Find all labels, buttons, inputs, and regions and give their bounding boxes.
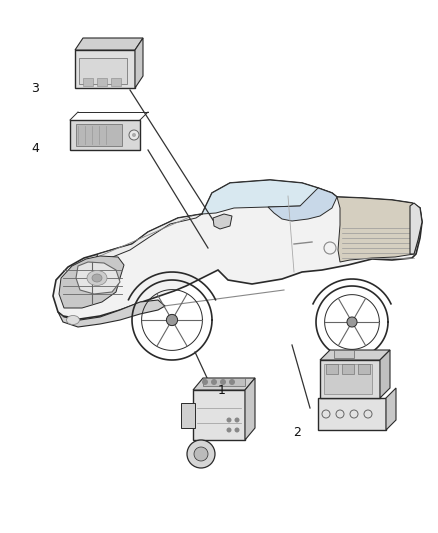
Bar: [111, 78, 121, 86]
Polygon shape: [410, 203, 422, 254]
Text: 2: 2: [293, 425, 301, 439]
Circle shape: [202, 379, 208, 385]
Polygon shape: [75, 38, 143, 50]
Circle shape: [129, 130, 139, 140]
Bar: [181, 403, 195, 428]
Circle shape: [211, 379, 217, 385]
Polygon shape: [135, 38, 143, 88]
Polygon shape: [58, 300, 165, 327]
Bar: [203, 378, 245, 386]
Bar: [97, 78, 107, 86]
Ellipse shape: [92, 274, 102, 282]
Bar: [324, 364, 372, 394]
FancyBboxPatch shape: [75, 50, 135, 88]
Ellipse shape: [67, 316, 80, 325]
Bar: [79, 58, 127, 84]
Polygon shape: [76, 262, 120, 294]
Polygon shape: [53, 180, 422, 319]
Text: 3: 3: [31, 82, 39, 94]
Ellipse shape: [87, 271, 107, 286]
Circle shape: [226, 417, 232, 423]
Bar: [76, 124, 122, 146]
Circle shape: [166, 314, 177, 326]
Polygon shape: [386, 388, 396, 430]
Text: 4: 4: [31, 141, 39, 155]
Circle shape: [234, 417, 240, 423]
Circle shape: [187, 440, 215, 468]
Bar: [320, 360, 380, 398]
Circle shape: [229, 379, 235, 385]
Bar: [358, 364, 370, 374]
Bar: [70, 120, 140, 150]
Polygon shape: [320, 350, 390, 360]
Bar: [193, 390, 245, 440]
Circle shape: [194, 447, 208, 461]
Bar: [318, 398, 386, 430]
Circle shape: [226, 427, 232, 432]
Polygon shape: [202, 180, 332, 214]
Circle shape: [132, 133, 136, 137]
Polygon shape: [245, 378, 255, 440]
Circle shape: [220, 379, 226, 385]
Polygon shape: [213, 214, 232, 229]
Circle shape: [347, 317, 357, 327]
Bar: [334, 350, 354, 358]
Polygon shape: [337, 197, 422, 262]
Polygon shape: [193, 378, 255, 390]
Text: 1: 1: [218, 384, 226, 397]
Polygon shape: [59, 256, 124, 308]
Polygon shape: [268, 188, 337, 221]
Bar: [342, 364, 354, 374]
Bar: [83, 78, 93, 86]
Polygon shape: [380, 350, 390, 398]
Bar: [326, 364, 338, 374]
Circle shape: [234, 427, 240, 432]
Polygon shape: [95, 214, 202, 260]
